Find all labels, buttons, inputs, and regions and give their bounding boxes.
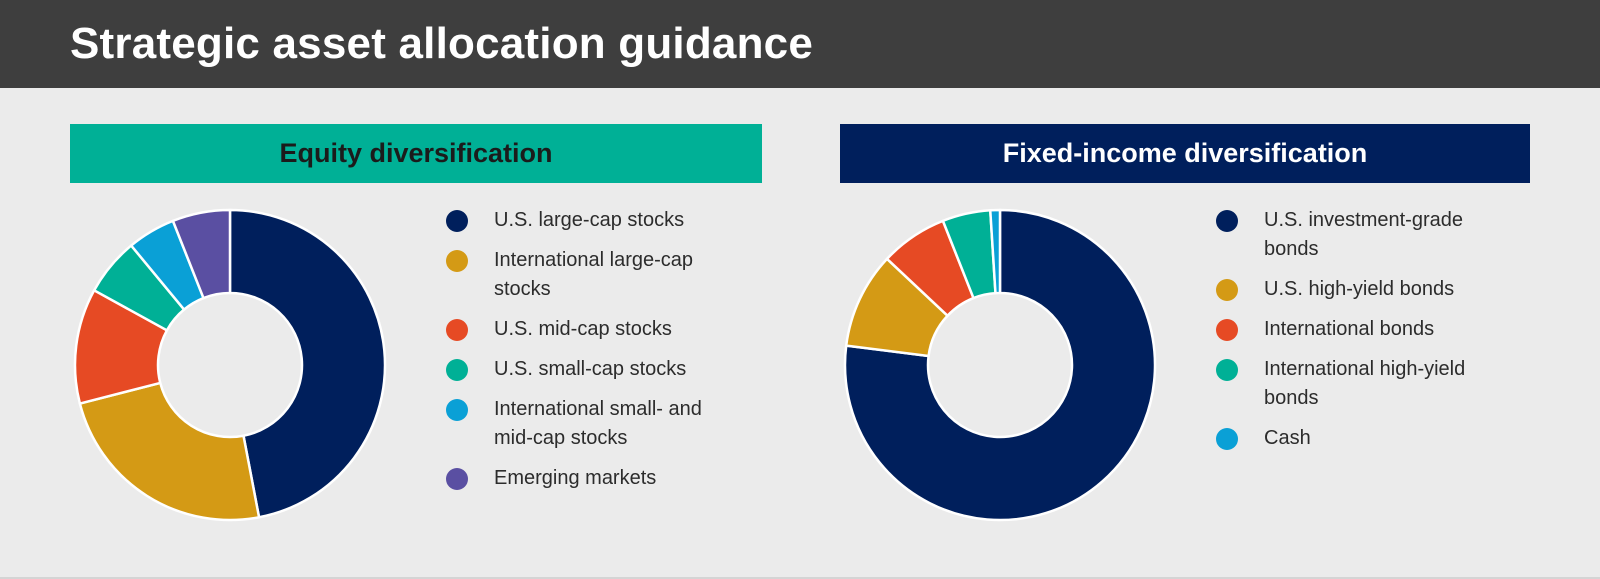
equity-legend: U.S. large-cap stocks International large…	[446, 206, 746, 504]
page-title: Strategic asset allocation guidance	[70, 19, 814, 68]
legend-label: U.S. mid-cap stocks	[494, 318, 672, 340]
equity-panel-heading: Equity diversification	[70, 124, 762, 183]
legend-swatch	[446, 250, 468, 272]
donut-slice-cash	[989, 208, 1002, 295]
legend-item-international-bonds: International bonds	[1216, 315, 1516, 344]
legend-swatch	[1216, 359, 1238, 381]
legend-label: U.S. large-cap stocks	[494, 209, 685, 231]
legend-item-international-large-cap-stocks: International large-cap stocks	[446, 246, 746, 304]
legend-swatch	[1216, 428, 1238, 450]
legend-swatch	[446, 319, 468, 341]
legend-label: U.S. small-cap stocks	[494, 358, 687, 380]
legend-label: U.S. investment-grade bonds	[1264, 209, 1463, 260]
page-header: Strategic asset allocation guidance	[0, 0, 1600, 88]
donut-slice-u-s-investment-grade-bonds	[843, 208, 1157, 522]
legend-item-u-s-investment-grade-bonds: U.S. investment-grade bonds	[1216, 206, 1516, 264]
legend-item-u-s-mid-cap-stocks: U.S. mid-cap stocks	[446, 315, 746, 344]
legend-label: U.S. high-yield bonds	[1264, 278, 1455, 300]
legend-item-emerging-markets: Emerging markets	[446, 464, 746, 493]
legend-item-u-s-small-cap-stocks: U.S. small-cap stocks	[446, 355, 746, 384]
equity-donut-chart	[73, 208, 387, 522]
fixed-income-panel-heading: Fixed-income diversification	[840, 124, 1530, 183]
legend-item-u-s-large-cap-stocks: U.S. large-cap stocks	[446, 206, 746, 235]
fixed-income-donut-chart	[843, 208, 1157, 522]
legend-label: International high-yield bonds	[1264, 358, 1466, 409]
legend-label: International small- and mid-cap stocks	[494, 398, 702, 449]
donut-slice-emerging-markets	[171, 208, 232, 300]
legend-label: International bonds	[1264, 318, 1435, 340]
legend-swatch	[446, 210, 468, 232]
equity-panel: Equity diversification U.S. large-cap st…	[70, 124, 762, 544]
fixed-income-legend: U.S. investment-grade bonds U.S. high-yie…	[1216, 206, 1516, 464]
fixed-income-panel: Fixed-income diversification U.S. invest…	[840, 124, 1530, 544]
legend-item-u-s-high-yield-bonds: U.S. high-yield bonds	[1216, 275, 1516, 304]
legend-label: International large-cap stocks	[494, 249, 694, 300]
legend-label: Emerging markets	[494, 467, 657, 489]
legend-item-international-high-yield-bonds: International high-yield bonds	[1216, 355, 1516, 413]
legend-swatch	[1216, 210, 1238, 232]
legend-swatch	[1216, 279, 1238, 301]
footer-divider	[0, 577, 1600, 579]
legend-label: Cash	[1264, 427, 1311, 449]
legend-item-international-small-and-mid-cap-stocks: International small- and mid-cap stocks	[446, 395, 746, 453]
donut-slice-u-s-large-cap-stocks	[228, 208, 387, 519]
legend-swatch	[446, 399, 468, 421]
legend-swatch	[446, 359, 468, 381]
legend-item-cash: Cash	[1216, 424, 1516, 453]
donut-slice-international-large-cap-stocks	[78, 381, 261, 522]
legend-swatch	[1216, 319, 1238, 341]
legend-swatch	[446, 468, 468, 490]
